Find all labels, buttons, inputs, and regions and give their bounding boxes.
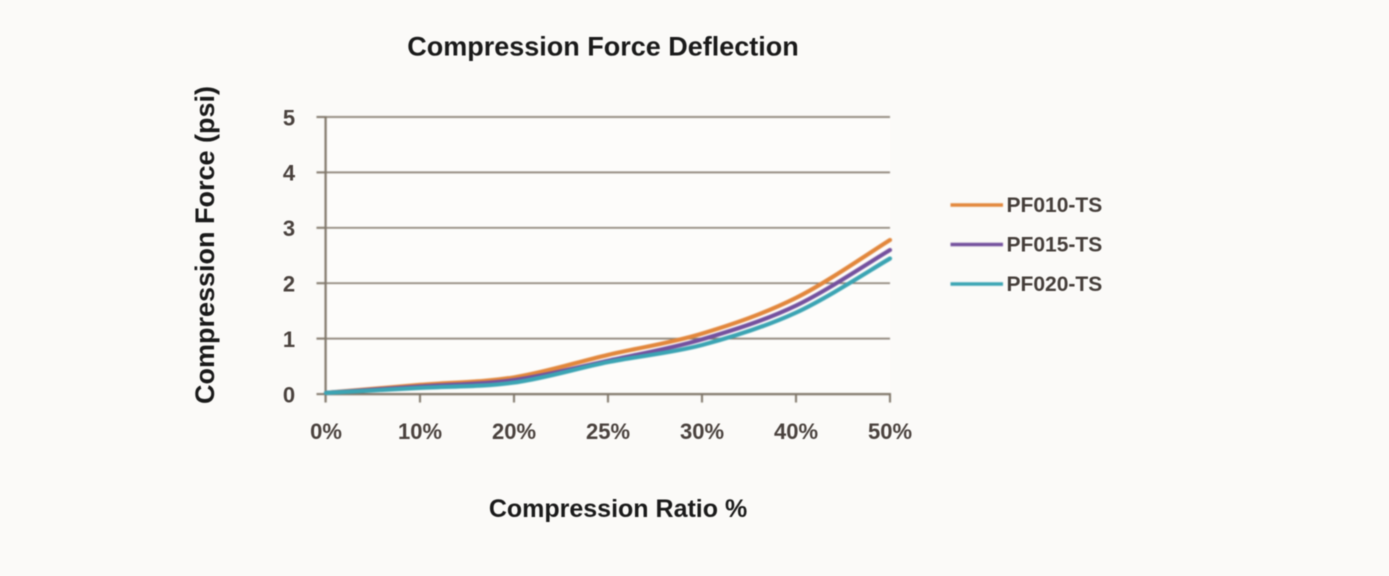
svg-text:10%: 10% xyxy=(398,419,442,444)
svg-text:Compression Ratio %: Compression Ratio % xyxy=(489,495,747,523)
svg-text:5: 5 xyxy=(283,105,295,130)
svg-text:40%: 40% xyxy=(774,419,818,444)
svg-text:Compression Force (psi): Compression Force (psi) xyxy=(190,86,220,404)
svg-text:0: 0 xyxy=(283,382,295,407)
svg-text:30%: 30% xyxy=(680,419,724,444)
svg-text:25%: 25% xyxy=(586,419,630,444)
svg-text:0%: 0% xyxy=(310,419,342,444)
svg-text:1: 1 xyxy=(283,327,295,352)
svg-text:PF010-TS: PF010-TS xyxy=(1007,194,1103,217)
svg-text:2: 2 xyxy=(283,272,295,297)
svg-text:PF020-TS: PF020-TS xyxy=(1007,273,1103,296)
svg-text:PF015-TS: PF015-TS xyxy=(1007,234,1103,257)
svg-text:50%: 50% xyxy=(868,419,912,444)
svg-text:3: 3 xyxy=(283,216,295,241)
svg-text:Compression Force Deflection: Compression Force Deflection xyxy=(407,32,799,62)
svg-text:4: 4 xyxy=(283,161,296,186)
svg-text:20%: 20% xyxy=(492,419,536,444)
